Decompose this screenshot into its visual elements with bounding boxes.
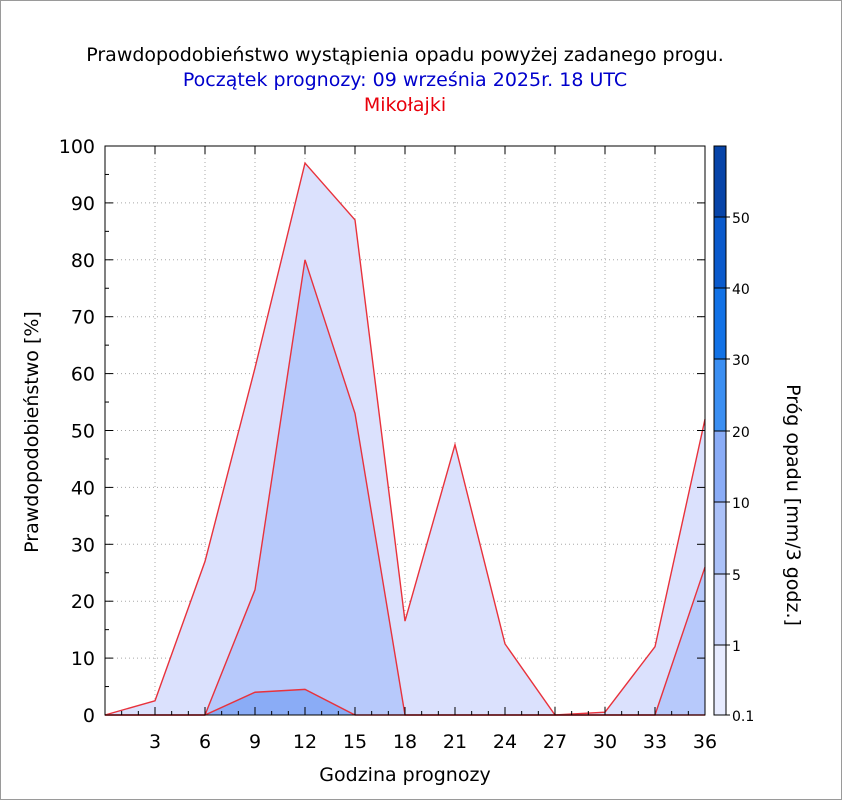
- colorbar-segment: [714, 288, 726, 359]
- colorbar-segment: [714, 217, 726, 288]
- y-tick-label: 10: [71, 648, 95, 670]
- x-tick-label: 15: [343, 731, 367, 753]
- y-tick-label: 20: [71, 591, 95, 613]
- colorbar-tick-label: 0.1: [732, 709, 754, 725]
- colorbar-tick-label: 40: [732, 282, 750, 298]
- x-tick-label: 21: [443, 731, 467, 753]
- x-tick-label: 36: [693, 731, 717, 753]
- x-tick-label: 30: [593, 731, 617, 753]
- y-tick-label: 50: [71, 421, 95, 443]
- colorbar: 0.1 1 5 10 20 30 40 50: [713, 145, 754, 725]
- y-tick-label: 90: [71, 193, 95, 215]
- colorbar-segment: [714, 359, 726, 431]
- colorbar-tick-label: 20: [732, 425, 750, 441]
- colorbar-tick-label: 10: [732, 496, 750, 512]
- y-tick-label: 30: [71, 534, 95, 556]
- x-tick-label: 18: [393, 731, 417, 753]
- x-tick-label: 33: [643, 731, 667, 753]
- area-series-0: [105, 163, 705, 715]
- colorbar-segment: [714, 146, 726, 217]
- colorbar-tick-label: 1: [732, 639, 741, 655]
- colorbar-segment: [714, 574, 726, 645]
- y-tick-label: 60: [71, 364, 95, 386]
- area-series-1: [105, 259, 705, 715]
- x-tick-label: 12: [293, 731, 317, 753]
- forecast-start: Początek prognozy: 09 września 2025r. 18…: [183, 69, 627, 91]
- y-tick-label: 70: [71, 307, 95, 329]
- y-tick-label: 80: [71, 250, 95, 272]
- colorbar-tick-label: 30: [732, 353, 750, 369]
- x-tick-label: 6: [199, 731, 211, 753]
- y-tick-label: 100: [59, 136, 95, 158]
- x-tick-label: 27: [543, 731, 567, 753]
- location-name: Mikołajki: [364, 94, 446, 116]
- chart-title: Prawdopodobieństwo wystąpienia opadu pow…: [86, 44, 724, 66]
- colorbar-segment: [714, 645, 726, 715]
- x-axis-label: Godzina prognozy: [319, 764, 490, 786]
- colorbar-tick-label: 5: [732, 568, 741, 584]
- colorbar-segment: [714, 502, 726, 574]
- colorbar-label: Próg opadu [mm/3 godz.]: [782, 384, 804, 626]
- y-axis-label: Prawdopodobieństwo [%]: [21, 311, 43, 553]
- y-tick-label: 40: [71, 477, 95, 499]
- y-tick-label: 0: [83, 705, 95, 727]
- x-tick-label: 24: [493, 731, 517, 753]
- x-tick-label: 9: [249, 731, 261, 753]
- colorbar-tick-label: 50: [732, 211, 750, 227]
- colorbar-segment: [714, 431, 726, 502]
- x-tick-label: 3: [149, 731, 161, 753]
